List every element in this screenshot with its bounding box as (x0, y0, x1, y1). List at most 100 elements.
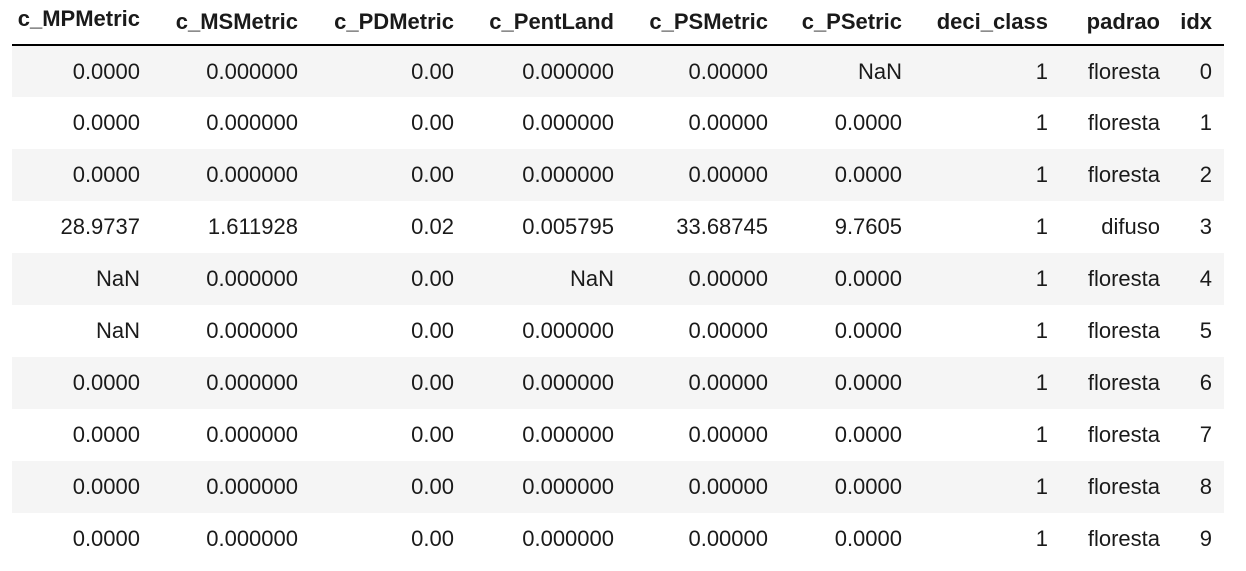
table-cell: 0.0000 (780, 513, 914, 565)
column-header-deci-class: deci_class (914, 0, 1060, 46)
table-cell: 1 (914, 253, 1060, 305)
table-cell: 0.0000 (780, 461, 914, 513)
table-cell: 6 (1172, 357, 1224, 409)
table-cell: 0.000000 (466, 149, 626, 201)
table-cell: 9.7605 (780, 201, 914, 253)
table-cell: 8 (1172, 461, 1224, 513)
table-cell: 0.000000 (466, 305, 626, 357)
column-header-c-msmetric: c_MSMetric (152, 0, 310, 46)
table-cell: 9 (1172, 513, 1224, 565)
table-cell: 0.000000 (152, 357, 310, 409)
table-cell: floresta (1060, 357, 1172, 409)
table-cell: 0.0000 (12, 97, 152, 149)
column-header-c-pdmetric: c_PDMetric (310, 0, 466, 46)
table-cell: 1 (914, 97, 1060, 149)
table-cell: 2 (1172, 149, 1224, 201)
table-cell: 0.000000 (152, 149, 310, 201)
table-cell: 0.000000 (152, 461, 310, 513)
table-body: 0.0000 0.000000 0.00 0.000000 0.00000 Na… (12, 45, 1224, 565)
column-header-c-psetric: c_PSetric (780, 0, 914, 46)
table-cell: 0.0000 (780, 357, 914, 409)
column-header-c-psmetric: c_PSMetric (626, 0, 780, 46)
table-cell: 0.0000 (12, 513, 152, 565)
table-cell: 0.00 (310, 357, 466, 409)
table-cell: 0.00000 (626, 149, 780, 201)
table-cell: 0.000000 (152, 513, 310, 565)
table-cell: 0.0000 (12, 45, 152, 97)
table-cell: 0.000000 (152, 305, 310, 357)
table-cell: 7 (1172, 409, 1224, 461)
table-cell: 1.611928 (152, 201, 310, 253)
table-cell: 0.000000 (152, 253, 310, 305)
table-cell: 0.00000 (626, 253, 780, 305)
table-cell: 0.000000 (152, 45, 310, 97)
header-row: c_MPMetric c_MSMetric c_PDMetric c_PentL… (12, 0, 1224, 46)
column-header-label: c_MPMetric (17, 6, 140, 31)
table-cell: 0.0000 (12, 409, 152, 461)
table-cell: floresta (1060, 45, 1172, 97)
table-row: 0.0000 0.000000 0.00 0.000000 0.00000 Na… (12, 45, 1224, 97)
table-cell: 4 (1172, 253, 1224, 305)
table-cell: 0.00 (310, 253, 466, 305)
table-cell: 0.00 (310, 45, 466, 97)
table-cell: 1 (914, 45, 1060, 97)
table-cell: 1 (914, 201, 1060, 253)
table-cell: floresta (1060, 513, 1172, 565)
table-cell: 0.00000 (626, 45, 780, 97)
table-cell: 0.0000 (12, 461, 152, 513)
table-cell: 0.00 (310, 461, 466, 513)
table-cell: floresta (1060, 253, 1172, 305)
table-cell: 0.0000 (780, 305, 914, 357)
table-cell: 28.9737 (12, 201, 152, 253)
table-cell: 1 (914, 409, 1060, 461)
table-cell: floresta (1060, 97, 1172, 149)
table-cell: 0.0000 (780, 97, 914, 149)
table-row: 28.9737 1.611928 0.02 0.005795 33.68745 … (12, 201, 1224, 253)
table-cell: NaN (466, 253, 626, 305)
table-cell: 0.00 (310, 149, 466, 201)
table-cell: floresta (1060, 305, 1172, 357)
table-cell: floresta (1060, 409, 1172, 461)
table-cell: 1 (914, 305, 1060, 357)
column-header-c-pentland: c_PentLand (466, 0, 626, 46)
table-cell: 1 (914, 357, 1060, 409)
column-header-padrao: padrao (1060, 0, 1172, 46)
table-cell: 0.0000 (780, 253, 914, 305)
table-cell: 0.02 (310, 201, 466, 253)
table-cell: NaN (780, 45, 914, 97)
table-header: c_MPMetric c_MSMetric c_PDMetric c_PentL… (12, 0, 1224, 46)
table-cell: 0.000000 (466, 97, 626, 149)
table-row: 0.0000 0.000000 0.00 0.000000 0.00000 0.… (12, 513, 1224, 565)
table-row: 0.0000 0.000000 0.00 0.000000 0.00000 0.… (12, 149, 1224, 201)
table-cell: 0 (1172, 45, 1224, 97)
table-cell: 1 (914, 149, 1060, 201)
table-cell: 0.00 (310, 409, 466, 461)
table-cell: 0.000000 (466, 357, 626, 409)
table-cell: 0.00 (310, 97, 466, 149)
column-header-idx: idx (1172, 0, 1224, 46)
table-cell: 1 (914, 513, 1060, 565)
table-cell: 0.0000 (780, 409, 914, 461)
table-cell: 0.00000 (626, 357, 780, 409)
table-cell: 5 (1172, 305, 1224, 357)
table-cell: 0.000000 (152, 97, 310, 149)
dataframe-table: c_MPMetric c_MSMetric c_PDMetric c_PentL… (12, 0, 1224, 565)
table-cell: 33.68745 (626, 201, 780, 253)
table-cell: 3 (1172, 201, 1224, 253)
table-cell: 0.0000 (12, 149, 152, 201)
table-cell: 1 (914, 461, 1060, 513)
table-row: 0.0000 0.000000 0.00 0.000000 0.00000 0.… (12, 97, 1224, 149)
table-cell: difuso (1060, 201, 1172, 253)
table-row: NaN 0.000000 0.00 0.000000 0.00000 0.000… (12, 305, 1224, 357)
table-cell: 0.000000 (466, 461, 626, 513)
table-row: 0.0000 0.000000 0.00 0.000000 0.00000 0.… (12, 357, 1224, 409)
table-cell: NaN (12, 305, 152, 357)
table-cell: 0.000000 (152, 409, 310, 461)
table-row: 0.0000 0.000000 0.00 0.000000 0.00000 0.… (12, 461, 1224, 513)
table-cell: 0.0000 (780, 149, 914, 201)
table-row: NaN 0.000000 0.00 NaN 0.00000 0.0000 1 f… (12, 253, 1224, 305)
table-cell: 0.00000 (626, 409, 780, 461)
table-row: 0.0000 0.000000 0.00 0.000000 0.00000 0.… (12, 409, 1224, 461)
table-cell: 0.00000 (626, 513, 780, 565)
table-cell: floresta (1060, 149, 1172, 201)
